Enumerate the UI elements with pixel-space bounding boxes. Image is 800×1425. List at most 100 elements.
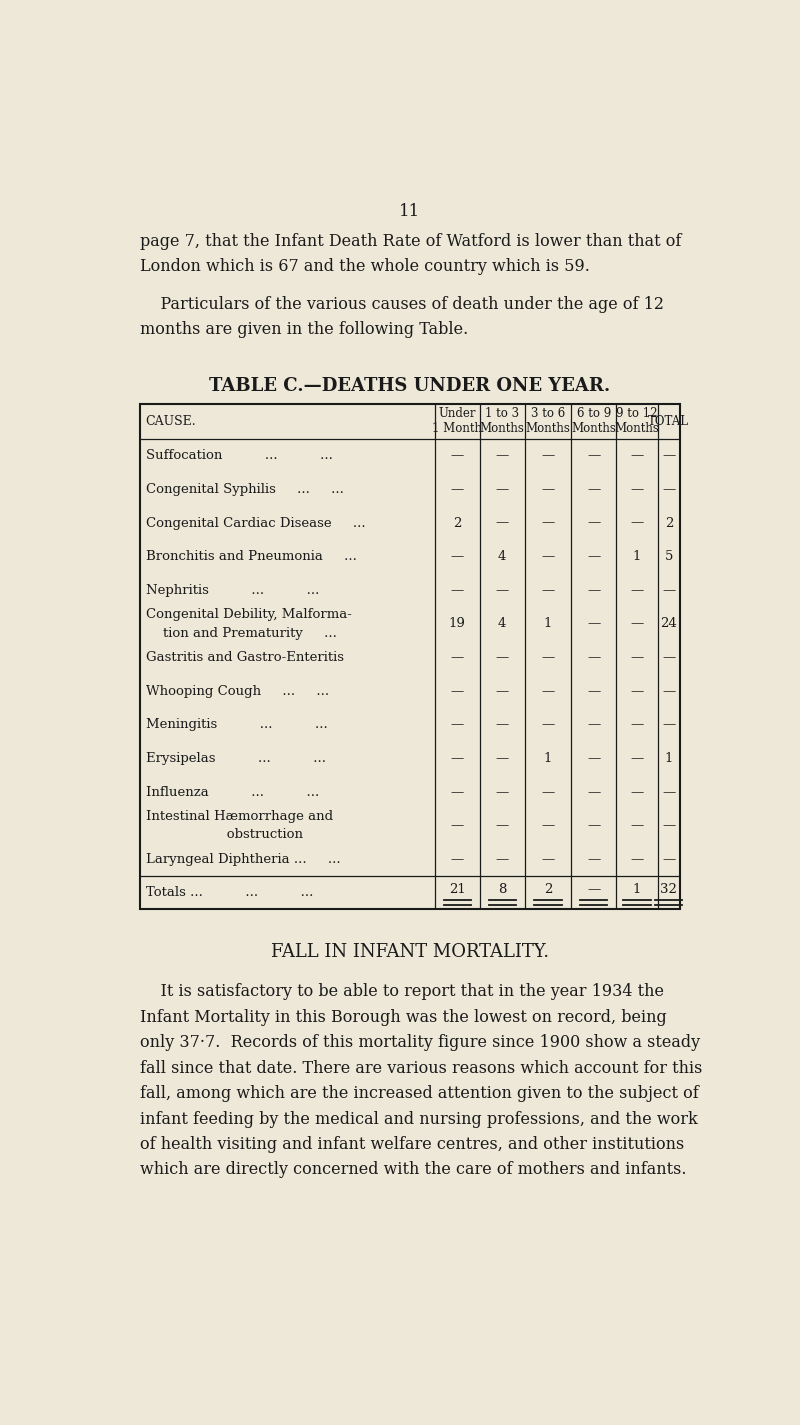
Text: —: — [450,449,464,462]
Text: 6 to 9
Months: 6 to 9 Months [571,408,616,435]
Text: Nephritis          ...          ...: Nephritis ... ... [146,584,320,597]
Text: 9 to 12
Months: 9 to 12 Months [614,408,659,435]
Text: —: — [630,819,644,832]
Text: Congenital Debility, Malforma-: Congenital Debility, Malforma- [146,608,352,621]
Text: —: — [587,819,600,832]
Text: —: — [630,752,644,765]
Text: 19: 19 [449,617,466,630]
Text: —: — [587,517,600,530]
Text: —: — [542,449,554,462]
Text: —: — [662,718,675,731]
Text: —: — [587,483,600,496]
Text: 11: 11 [399,204,421,221]
Text: —: — [496,752,509,765]
Text: Influenza          ...          ...: Influenza ... ... [146,785,320,798]
Text: 32: 32 [661,884,678,896]
Text: —: — [587,884,600,896]
Text: —: — [630,785,644,798]
Text: —: — [630,685,644,698]
Text: 1: 1 [665,752,673,765]
Text: —: — [542,819,554,832]
Text: —: — [587,685,600,698]
Text: Congenital Cardiac Disease     ...: Congenital Cardiac Disease ... [146,517,366,530]
Text: —: — [542,718,554,731]
Text: Particulars of the various causes of death under the age of 12
months are given : Particulars of the various causes of dea… [140,296,664,338]
Text: —: — [587,785,600,798]
Text: —: — [496,584,509,597]
Text: —: — [662,449,675,462]
Text: CAUSE.: CAUSE. [145,415,195,427]
Text: —: — [450,819,464,832]
Text: —: — [542,854,554,866]
Text: Meningitis          ...          ...: Meningitis ... ... [146,718,328,731]
Text: —: — [662,854,675,866]
Text: TABLE C.—DEATHS UNDER ONE YEAR.: TABLE C.—DEATHS UNDER ONE YEAR. [210,378,610,395]
Text: —: — [450,550,464,563]
Text: 1: 1 [544,752,552,765]
Text: —: — [587,449,600,462]
Text: Suffocation          ...          ...: Suffocation ... ... [146,449,334,462]
Text: —: — [450,651,464,664]
Text: —: — [662,685,675,698]
Text: 1: 1 [544,617,552,630]
Text: FALL IN INFANT MORTALITY.: FALL IN INFANT MORTALITY. [271,942,549,960]
Text: —: — [587,550,600,563]
Text: —: — [542,785,554,798]
Text: 24: 24 [661,617,678,630]
Text: Intestinal Hæmorrhage and: Intestinal Hæmorrhage and [146,811,334,824]
Text: —: — [496,718,509,731]
Text: —: — [662,483,675,496]
Text: —: — [662,651,675,664]
Text: 8: 8 [498,884,506,896]
Text: —: — [542,651,554,664]
Text: —: — [496,819,509,832]
Text: 2: 2 [665,517,673,530]
Text: tion and Prematurity     ...: tion and Prematurity ... [146,627,338,640]
Text: page 7, that the Infant Death Rate of Watford is lower than that of
London which: page 7, that the Infant Death Rate of Wa… [140,232,682,275]
Text: Erysipelas          ...          ...: Erysipelas ... ... [146,752,326,765]
Text: 2: 2 [453,517,462,530]
Text: 5: 5 [665,550,673,563]
Text: 21: 21 [449,884,466,896]
Text: —: — [662,819,675,832]
Text: Gastritis and Gastro-Enteritis: Gastritis and Gastro-Enteritis [146,651,345,664]
Text: —: — [630,449,644,462]
Text: obstruction: obstruction [146,828,303,841]
Text: —: — [496,651,509,664]
Text: —: — [450,718,464,731]
Text: —: — [630,617,644,630]
Text: —: — [542,685,554,698]
Text: 4: 4 [498,617,506,630]
Text: 1: 1 [633,550,642,563]
Text: 2: 2 [544,884,552,896]
Text: 4: 4 [498,550,506,563]
Text: —: — [587,854,600,866]
Text: Laryngeal Diphtheria ...     ...: Laryngeal Diphtheria ... ... [146,854,341,866]
Text: It is satisfactory to be able to report that in the year 1934 the
Infant Mortali: It is satisfactory to be able to report … [140,983,702,1178]
Text: —: — [496,483,509,496]
Text: 1: 1 [633,884,642,896]
Text: —: — [587,651,600,664]
Text: —: — [450,854,464,866]
Text: 1 to 3
Months: 1 to 3 Months [480,408,525,435]
Text: —: — [450,785,464,798]
Text: Under
1 Month: Under 1 Month [432,408,482,435]
Text: —: — [496,854,509,866]
Text: —: — [630,854,644,866]
Text: —: — [630,517,644,530]
Text: —: — [542,517,554,530]
Text: —: — [662,785,675,798]
Text: —: — [542,584,554,597]
Text: —: — [450,752,464,765]
Text: —: — [630,651,644,664]
Text: —: — [496,685,509,698]
Text: Totals ...          ...          ...: Totals ... ... ... [146,886,314,899]
Text: —: — [630,718,644,731]
Text: —: — [587,584,600,597]
Text: —: — [630,483,644,496]
Text: —: — [450,584,464,597]
Text: —: — [587,718,600,731]
Text: TOTAL: TOTAL [648,415,690,427]
Text: —: — [587,752,600,765]
Text: Bronchitis and Pneumonia     ...: Bronchitis and Pneumonia ... [146,550,358,563]
